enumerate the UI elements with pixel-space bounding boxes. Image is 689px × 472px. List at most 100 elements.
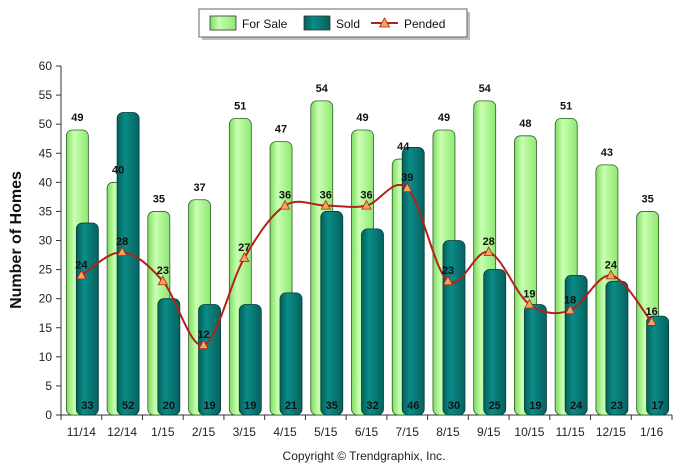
data-label-for-sale: 43	[601, 147, 613, 159]
data-label-sold: 33	[81, 400, 93, 412]
data-label-pended: 23	[442, 265, 454, 277]
x-tick-label: 12/14	[107, 425, 137, 439]
y-tick-label: 40	[39, 175, 53, 189]
x-tick-label: 11/14	[67, 425, 96, 439]
data-label-sold: 52	[122, 400, 134, 412]
x-axis: 11/14 12/14 1/15 2/15 3/15 4/15 5/15 6/15 7/15 8/…	[60, 414, 673, 439]
marker-pended	[76, 269, 87, 280]
bar-sold	[401, 147, 425, 416]
data-label-sold: 19	[203, 400, 215, 412]
data-label-for-sale: 40	[112, 164, 124, 176]
y-tick-label: 25	[39, 263, 53, 277]
data-label-pended: 36	[279, 190, 291, 202]
x-tick-label: 2/15	[192, 425, 216, 439]
data-label-for-sale: 49	[71, 112, 83, 124]
x-tick-label: 11/15	[556, 425, 585, 439]
data-label-sold: 19	[529, 400, 541, 412]
data-label-sold: 25	[489, 400, 501, 412]
bar-sold	[116, 112, 140, 416]
data-label-sold: 30	[448, 400, 460, 412]
x-tick-label: 5/15	[314, 425, 338, 439]
data-label-for-sale: 54	[479, 83, 492, 95]
data-label-pended: 18	[564, 294, 576, 306]
y-ticks: 0 5 10 15 20 25 30 35 40 45 50 55 60	[39, 59, 61, 422]
data-label-sold: 24	[570, 400, 583, 412]
y-tick-label: 0	[45, 408, 52, 422]
marker-pended	[524, 298, 535, 309]
y-axis: 0 5 10 15 20 25 30 35 40 45 50 55 60	[39, 59, 62, 422]
legend-swatch-for-sale	[209, 15, 237, 31]
y-tick-label: 55	[39, 88, 53, 102]
data-label-for-sale: 54	[316, 83, 329, 95]
marker-pended	[239, 252, 250, 262]
x-tick-label: 7/15	[396, 425, 420, 439]
data-label-pended: 12	[197, 329, 209, 341]
x-tick-label: 12/15	[596, 425, 626, 439]
data-label-sold: 23	[611, 400, 623, 412]
marker-pended	[157, 275, 168, 286]
data-label-sold: 17	[652, 400, 664, 412]
y-tick-label: 10	[39, 350, 53, 364]
marker-pended	[116, 246, 128, 257]
bar-sold	[646, 315, 670, 416]
series-pended-labels: 24 28 23 12 27 36 36 36 39 23 28 19 18 24 16	[75, 172, 658, 341]
data-label-pended: 36	[360, 190, 372, 202]
data-label-pended: 39	[401, 172, 413, 184]
x-tick-label: 3/15	[233, 425, 257, 439]
data-label-pended: 28	[483, 236, 495, 248]
data-label-pended: 28	[116, 236, 128, 248]
marker-pended	[361, 199, 372, 210]
y-tick-label: 50	[39, 117, 53, 131]
legend-label-sold: Sold	[336, 17, 360, 31]
marker-pended	[402, 182, 413, 193]
legend-marker-pended	[378, 17, 391, 28]
data-label-sold: 32	[366, 400, 378, 412]
data-label-pended: 36	[320, 190, 332, 202]
y-tick-label: 5	[45, 379, 52, 393]
x-tick-label: 10/15	[514, 425, 544, 439]
bar-sold	[483, 269, 507, 416]
data-label-for-sale: 48	[519, 118, 531, 130]
bar-sold	[524, 304, 547, 416]
x-tick-label: 1/16	[640, 425, 664, 439]
marker-pended	[605, 269, 617, 280]
marker-pended	[483, 246, 494, 257]
data-label-pended: 19	[523, 288, 535, 300]
series-sold-labels: 33 52 20 19 19 21 35 32 46 30 25 19 24 23 17	[81, 400, 664, 412]
marker-pended	[320, 199, 331, 210]
marker-pended	[442, 275, 454, 286]
x-ticks: 11/14 12/14 1/15 2/15 3/15 4/15 5/15 6/15 7/15 8/…	[60, 415, 673, 439]
y-tick-label: 45	[39, 146, 53, 160]
bar-sold	[157, 298, 181, 416]
data-label-sold: 46	[407, 400, 419, 412]
bar-sold	[361, 228, 384, 416]
data-label-for-sale: 47	[275, 124, 287, 136]
y-tick-label: 35	[39, 204, 53, 218]
legend-swatch-sold	[303, 15, 331, 31]
data-label-for-sale: 49	[438, 112, 450, 124]
bar-sold	[238, 304, 262, 416]
data-label-sold: 20	[163, 400, 175, 412]
bar-sold	[605, 280, 629, 416]
legend-label-for-sale: For Sale	[242, 17, 288, 31]
data-label-for-sale: 51	[234, 100, 246, 112]
data-label-for-sale: 44	[397, 141, 410, 153]
data-label-pended: 24	[605, 259, 618, 271]
data-label-sold: 35	[326, 400, 338, 412]
copyright-footer: Copyright © Trendgraphix, Inc.	[283, 449, 446, 463]
x-tick-label: 1/15	[151, 425, 175, 439]
x-tick-label: 8/15	[436, 425, 460, 439]
legend: For Sale Sold Pended	[198, 8, 470, 40]
bar-sold	[279, 292, 303, 416]
y-tick-label: 15	[39, 321, 53, 335]
y-axis-title: Number of Homes	[8, 171, 25, 309]
y-tick-label: 60	[39, 59, 53, 73]
data-label-for-sale: 35	[642, 193, 654, 205]
series-sold-bars	[75, 112, 670, 416]
x-tick-label: 6/15	[355, 425, 379, 439]
marker-pended	[565, 304, 576, 315]
x-tick-label: 9/15	[477, 425, 501, 439]
legend-label-pended: Pended	[404, 17, 445, 31]
bar-sold	[75, 222, 99, 416]
